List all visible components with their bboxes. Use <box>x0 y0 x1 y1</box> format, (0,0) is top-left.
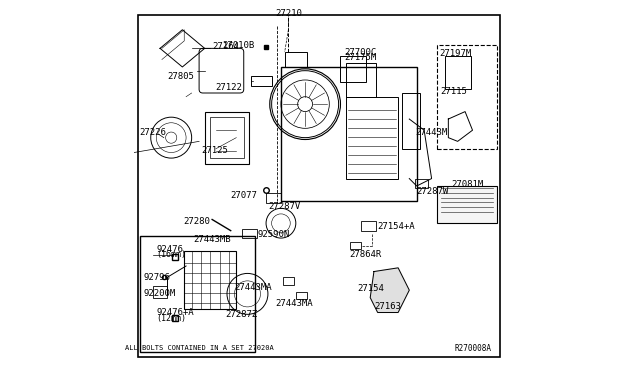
Bar <box>285 52 307 67</box>
Text: 27210: 27210 <box>275 9 302 17</box>
Bar <box>205 112 250 164</box>
Bar <box>346 63 376 97</box>
Text: 27864R: 27864R <box>349 250 382 259</box>
Text: 27197M: 27197M <box>440 49 472 58</box>
Text: ALL BOLTS CONTAINED IN A SET 27020A: ALL BOLTS CONTAINED IN A SET 27020A <box>125 345 273 351</box>
Text: 27154: 27154 <box>357 284 384 293</box>
Bar <box>445 56 470 89</box>
Text: 27443MB: 27443MB <box>193 235 231 244</box>
Text: 92590N: 92590N <box>257 230 290 239</box>
Text: 27443MA: 27443MA <box>234 283 271 292</box>
Text: 27443MA: 27443MA <box>275 299 313 308</box>
Text: 27287V: 27287V <box>268 202 300 211</box>
Text: (16mm): (16mm) <box>156 250 186 259</box>
Text: 27010B: 27010B <box>223 41 255 50</box>
Bar <box>340 56 367 82</box>
Text: 27164: 27164 <box>212 42 239 51</box>
Text: 92796: 92796 <box>143 273 170 282</box>
Text: 27805: 27805 <box>168 72 195 81</box>
Bar <box>281 67 417 201</box>
Bar <box>402 93 420 149</box>
Bar <box>283 277 294 285</box>
Bar <box>361 221 376 231</box>
Bar <box>184 251 236 309</box>
Text: 92200M: 92200M <box>143 289 175 298</box>
Text: 27226: 27226 <box>140 128 166 137</box>
Text: 92476+A: 92476+A <box>156 308 194 317</box>
Text: 27163: 27163 <box>374 302 401 311</box>
Text: 27115: 27115 <box>440 87 467 96</box>
Text: 92476: 92476 <box>156 245 183 254</box>
Bar <box>211 117 244 158</box>
Text: 27443M: 27443M <box>415 128 447 137</box>
Bar <box>437 186 497 223</box>
Bar <box>415 179 428 188</box>
Bar <box>346 97 398 179</box>
Text: 27125: 27125 <box>201 146 228 155</box>
Text: 27154+A: 27154+A <box>378 222 415 231</box>
Text: 27287Z: 27287Z <box>226 310 258 319</box>
Text: (12mm): (12mm) <box>156 314 186 323</box>
Bar <box>266 193 281 203</box>
Bar <box>152 286 168 298</box>
Text: 27287W: 27287W <box>417 187 449 196</box>
Text: 27280: 27280 <box>184 217 211 226</box>
Text: R270008A: R270008A <box>454 344 491 353</box>
Bar <box>349 242 361 249</box>
Bar <box>242 229 257 238</box>
Text: 27175M: 27175M <box>344 53 376 62</box>
Bar <box>437 45 497 149</box>
Text: 27081M: 27081M <box>451 180 483 189</box>
Text: 27077: 27077 <box>230 191 257 200</box>
Polygon shape <box>370 268 410 312</box>
Bar <box>140 236 255 352</box>
Bar <box>251 76 271 86</box>
Bar <box>296 292 307 299</box>
Text: 27122: 27122 <box>215 83 242 92</box>
Text: 27700C: 27700C <box>344 48 376 57</box>
